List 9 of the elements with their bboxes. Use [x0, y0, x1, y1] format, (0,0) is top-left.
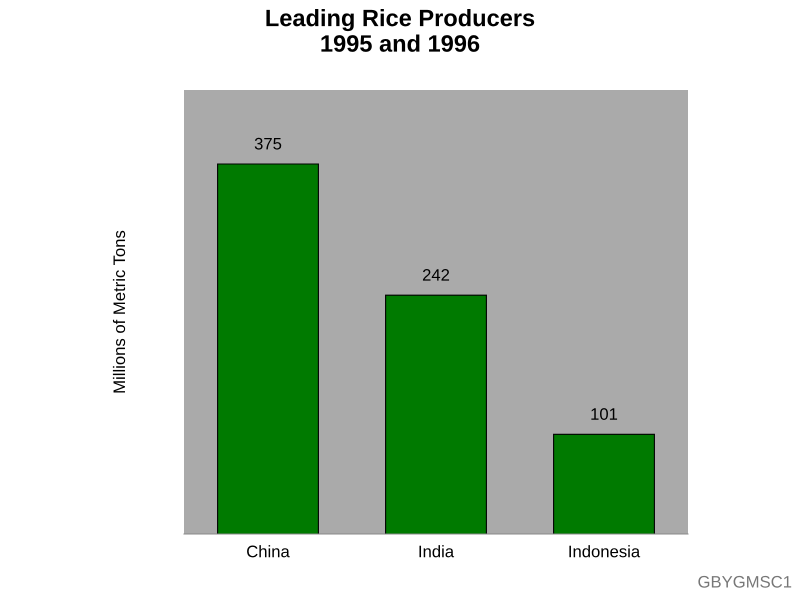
data-label: 242: [422, 269, 450, 281]
text: GBYGMSC1: [698, 576, 792, 588]
data-label: 375: [254, 138, 282, 150]
x-tick-label: India: [419, 545, 454, 558]
chart-title: Leading Rice Producers 1995 and 1996: [266, 9, 534, 52]
x-tick-label: Indonesia: [569, 545, 640, 558]
data-label: 101: [591, 408, 618, 420]
y-axis-title: Millions of Metric Tons: [112, 230, 126, 392]
x-tick-label: China: [247, 545, 290, 558]
